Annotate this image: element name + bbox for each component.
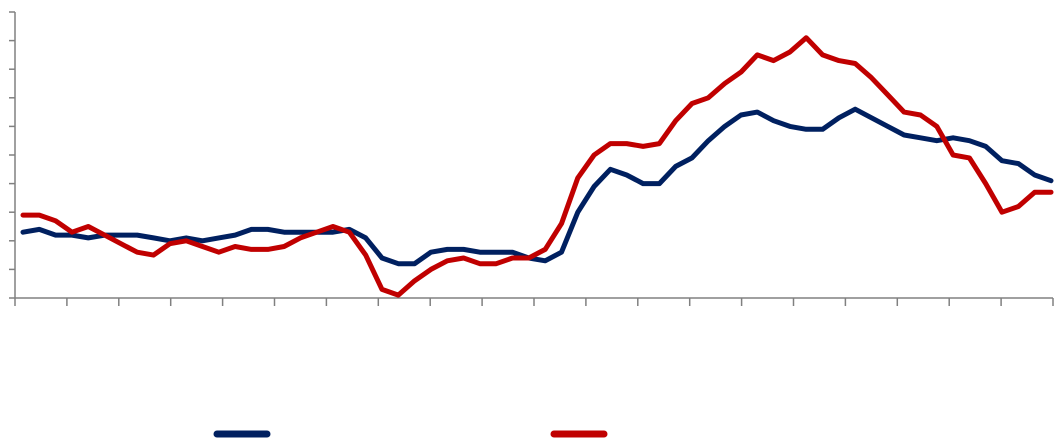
axes <box>9 11 1054 306</box>
series-lines <box>20 35 1054 298</box>
series-line-1 <box>20 106 1054 267</box>
series-line-2 <box>20 35 1054 298</box>
